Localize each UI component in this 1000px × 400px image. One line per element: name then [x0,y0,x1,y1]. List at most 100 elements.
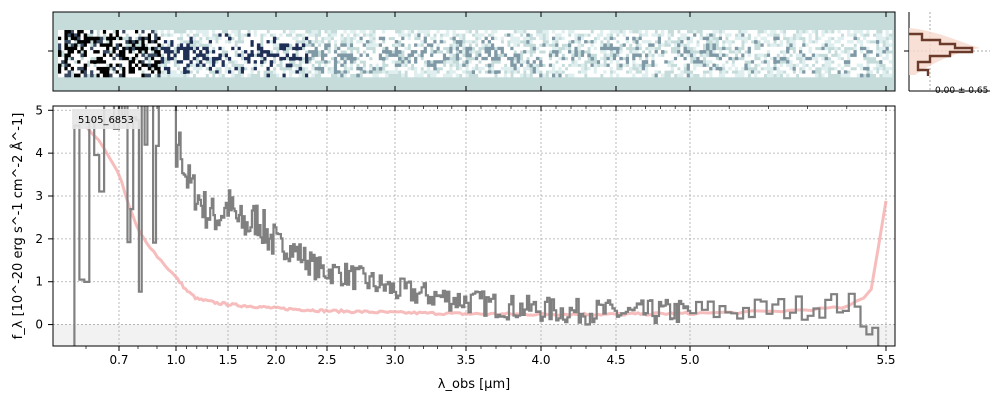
twod-pixel [228,70,232,74]
twod-pixel [561,56,566,61]
twod-pixel [689,33,694,38]
twod-pixel [192,70,197,74]
twod-pixel [311,73,315,78]
twod-pixel [558,63,562,68]
twod-pixel [394,33,399,38]
twod-pixel [619,53,623,58]
twod-pixel [593,46,598,51]
twod-pixel [324,60,328,64]
twod-pixel [462,73,466,78]
twod-pixel [314,53,319,58]
twod-pixel [587,73,591,78]
twod-pixel [301,63,306,68]
twod-pixel [452,30,456,34]
twod-pixel [667,50,671,54]
twod-pixel [321,56,325,61]
twod-pixel [484,36,489,41]
twod-pixel [157,53,161,58]
twod-pixel [420,73,424,78]
twod-pixel [74,36,78,41]
twod-pixel [584,40,588,44]
twod-pixel [343,53,347,58]
twod-pixel [750,50,755,54]
twod-pixel [324,63,328,68]
twod-pixel [776,56,780,61]
twod-pixel [67,73,72,78]
twod-pixel [776,36,780,41]
twod-pixel [519,36,524,41]
twod-pixel [212,66,216,71]
twod-pixel [314,70,319,74]
twod-pixel [285,63,290,68]
twod-pixel [330,60,335,64]
twod-pixel [568,60,572,64]
twod-pixel [385,36,389,41]
twod-pixel [750,46,755,51]
twod-pixel [167,30,171,34]
twod-pixel [459,43,463,48]
twod-pixel [96,63,100,68]
twod-pixel [183,70,187,74]
twod-pixel [507,30,511,34]
twod-pixel [552,36,556,41]
twod-pixel [263,36,267,41]
twod-pixel [856,46,861,51]
twod-pixel [221,36,226,41]
twod-pixel [619,70,623,74]
twod-pixel [661,50,665,54]
twod-pixel [584,43,588,48]
twod-pixel [612,30,617,34]
twod-pixel [491,43,495,48]
twod-pixel [731,30,736,34]
twod-pixel [503,43,508,48]
twod-pixel [510,66,514,71]
twod-pixel [285,60,290,64]
twod-pixel [221,66,226,71]
twod-pixel [856,53,861,58]
twod-pixel [702,66,707,71]
twod-pixel [750,60,755,64]
twod-pixel [417,56,421,61]
twod-pixel [699,63,703,68]
twod-pixel [234,33,238,38]
twod-pixel [151,56,155,61]
twod-pixel [375,56,380,61]
twod-pixel [859,50,864,54]
twod-pixel [90,70,94,74]
twod-pixel [247,73,251,78]
twod-pixel [766,46,771,51]
twod-pixel [67,30,72,34]
twod-pixel [93,33,97,38]
twod-pixel [282,43,286,48]
twod-pixel [253,33,258,38]
twod-pixel [333,33,338,38]
twod-pixel [786,70,790,74]
twod-pixel [93,50,97,54]
twod-pixel [535,46,540,51]
twod-pixel [645,36,649,41]
twod-pixel [260,60,264,64]
twod-pixel [163,40,168,44]
twod-pixel [414,53,418,58]
twod-pixel [144,50,149,54]
twod-pixel [378,30,383,34]
twod-pixel [369,36,373,41]
twod-pixel [269,53,274,58]
twod-pixel [500,46,505,51]
twod-pixel [439,60,444,64]
twod-pixel [244,50,248,54]
twod-ticks [48,12,887,91]
twod-pixel [481,60,485,64]
twod-pixel [234,70,238,74]
twod-pixel [269,60,274,64]
twod-pixel [635,63,639,68]
twod-pixel [590,56,594,61]
twod-pixel [208,63,213,68]
twod-pixel [651,66,655,71]
twod-pixel [83,36,88,41]
twod-pixel [596,40,601,44]
twod-pixel [144,63,149,68]
twod-pixel [375,53,380,58]
twod-pixel [394,40,399,44]
twod-pixel [77,50,81,54]
